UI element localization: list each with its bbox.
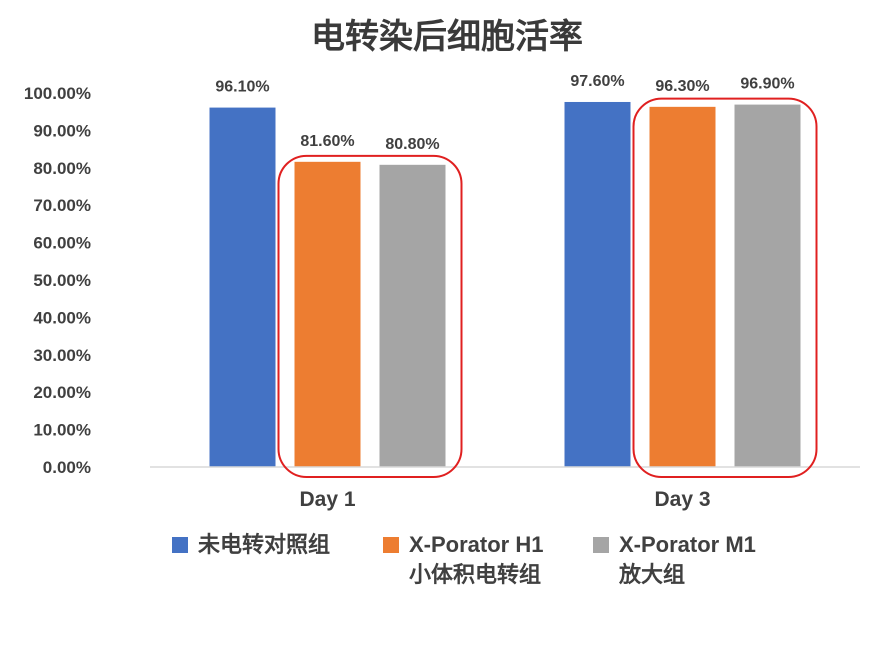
- legend-swatch: [172, 537, 188, 553]
- bars-group: [209, 101, 801, 468]
- bar: [734, 104, 801, 468]
- highlight-box: [277, 154, 463, 478]
- legend-item: 未电转对照组: [172, 530, 330, 560]
- legend-item: X-Porator H1 小体积电转组: [383, 530, 543, 590]
- y-tick-label: 50.00%: [33, 271, 91, 290]
- chart-title: 电转染后细胞活率: [311, 18, 583, 56]
- y-tick-label: 0.00%: [43, 458, 91, 477]
- legend-label: 未电转对照组: [198, 532, 331, 557]
- x-category-label: Day 3: [654, 488, 710, 511]
- legend-swatch: [383, 537, 399, 553]
- data-label: 97.60%: [570, 73, 624, 90]
- legend-label: X-Porator H1 小体积电转组: [409, 532, 544, 587]
- highlight-box: [632, 97, 818, 479]
- data-label: 80.80%: [385, 136, 439, 153]
- y-tick-label: 10.00%: [33, 421, 91, 440]
- bar: [209, 107, 276, 467]
- y-tick-label: 30.00%: [33, 346, 91, 365]
- data-label: 96.30%: [655, 78, 709, 95]
- data-label: 96.10%: [215, 79, 269, 96]
- y-tick-label: 70.00%: [33, 196, 91, 215]
- legend-swatch: [593, 537, 609, 553]
- y-tick-label: 90.00%: [33, 121, 91, 140]
- bar: [379, 164, 446, 468]
- y-axis: 0.00% 10.00% 20.00% 30.00% 40.00% 50.00% 60.00…: [24, 84, 91, 477]
- data-labels-group: 96.10% 81.60% 80.80% 97.60% 96.30% 96.90%: [215, 73, 794, 153]
- y-tick-label: 20.00%: [33, 383, 91, 402]
- y-tick-label: 100.00%: [24, 84, 91, 103]
- legend-label: X-Porator M1 放大组: [619, 532, 756, 587]
- bar: [649, 106, 716, 467]
- highlight-boxes: [277, 97, 818, 479]
- data-label: 96.90%: [740, 76, 794, 93]
- x-category-label: Day 1: [299, 488, 355, 511]
- x-axis: Day 1 Day 3: [299, 488, 710, 511]
- y-tick-label: 80.00%: [33, 159, 91, 178]
- bar: [564, 101, 631, 467]
- data-label: 81.60%: [300, 133, 354, 150]
- bar-chart: 电转染后细胞活率 0.00% 10.00% 20.00% 30.00% 40.00% 50…: [24, 18, 860, 511]
- legend: 未电转对照组 X-Porator H1 小体积电转组 X-Porator M1 放大…: [0, 530, 894, 610]
- y-tick-label: 40.00%: [33, 308, 91, 327]
- legend-item: X-Porator M1 放大组: [593, 530, 756, 590]
- y-tick-label: 60.00%: [33, 234, 91, 253]
- bar: [294, 161, 361, 468]
